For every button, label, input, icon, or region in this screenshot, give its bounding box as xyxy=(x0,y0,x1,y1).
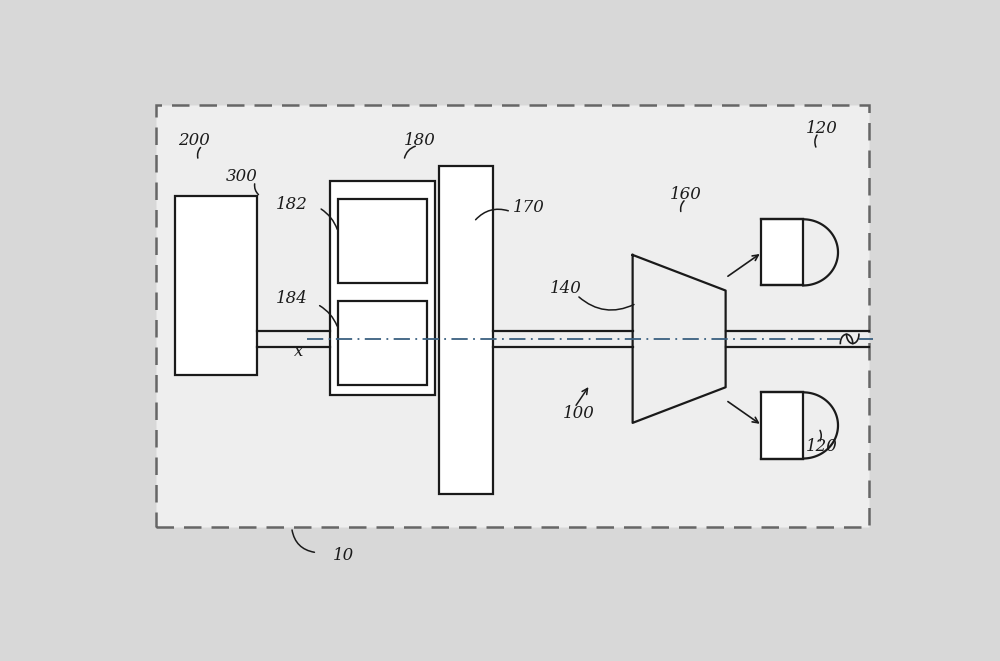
Bar xyxy=(761,219,803,286)
Text: 182: 182 xyxy=(276,196,308,213)
Text: 170: 170 xyxy=(512,199,544,215)
Text: 184: 184 xyxy=(276,290,308,307)
Text: 200: 200 xyxy=(178,132,210,149)
Text: 120: 120 xyxy=(805,120,837,137)
Text: 120: 120 xyxy=(805,438,837,455)
Bar xyxy=(330,181,435,395)
Text: 140: 140 xyxy=(550,280,582,297)
Text: 180: 180 xyxy=(404,132,436,149)
Bar xyxy=(761,393,803,459)
Text: x: x xyxy=(294,342,303,360)
Text: 10: 10 xyxy=(333,547,354,564)
Bar xyxy=(439,166,493,494)
Bar xyxy=(338,199,427,283)
Bar xyxy=(338,301,427,385)
Text: 300: 300 xyxy=(226,168,258,185)
Text: 100: 100 xyxy=(563,405,595,422)
FancyBboxPatch shape xyxy=(156,104,869,527)
Bar xyxy=(175,196,257,375)
Text: 160: 160 xyxy=(670,186,702,203)
